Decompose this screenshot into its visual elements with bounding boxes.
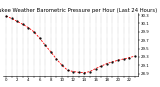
Title: Milwaukee Weather Barometric Pressure per Hour (Last 24 Hours): Milwaukee Weather Barometric Pressure pe…	[0, 8, 158, 13]
